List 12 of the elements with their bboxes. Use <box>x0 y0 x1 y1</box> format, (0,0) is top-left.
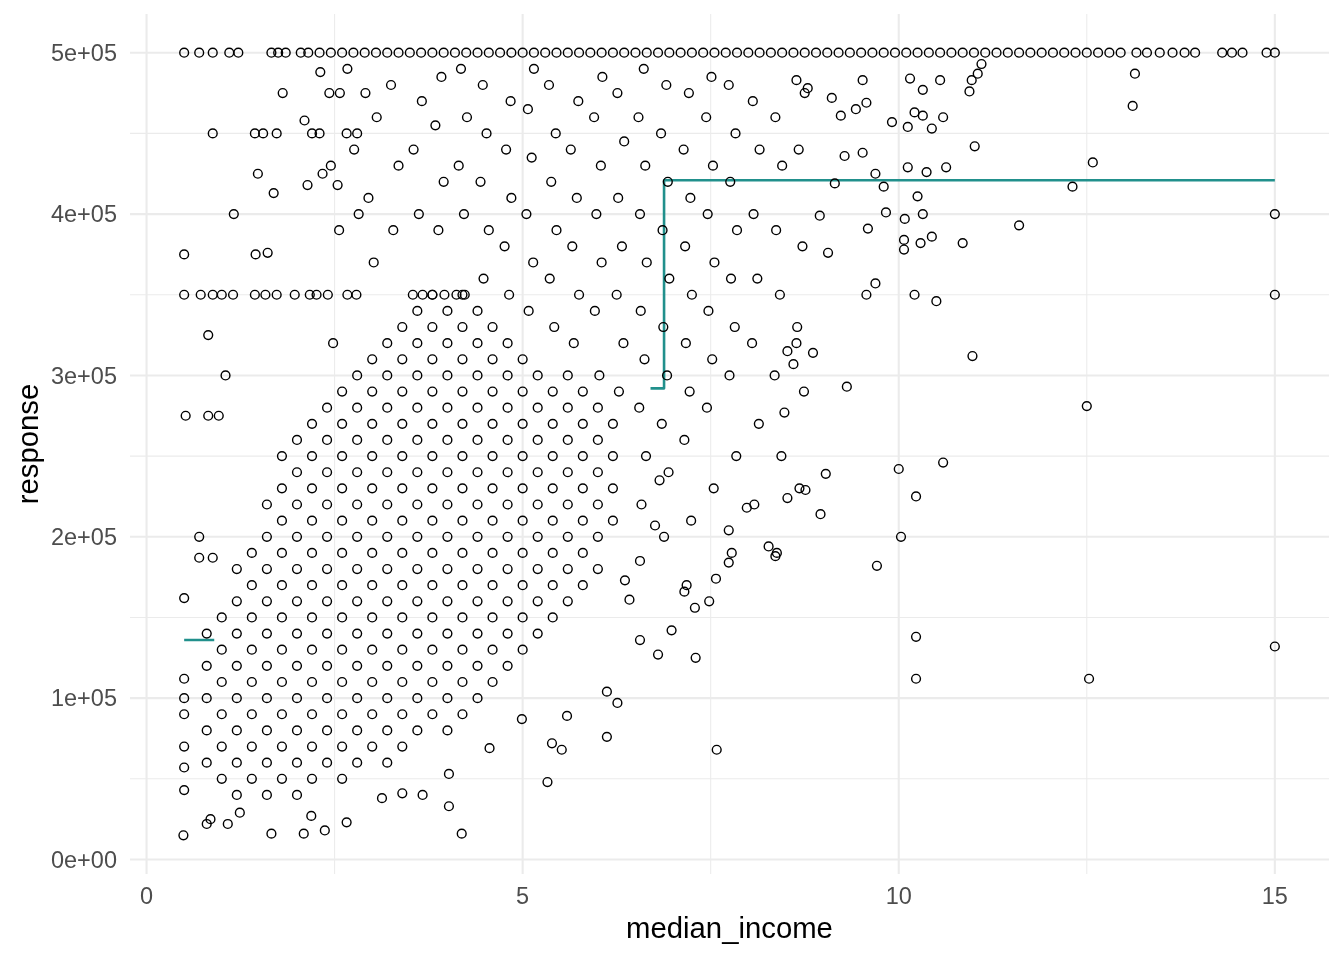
y-tick-label: 5e+05 <box>50 39 117 66</box>
x-axis-title: median_income <box>626 911 833 944</box>
y-tick-label: 4e+05 <box>50 201 117 228</box>
x-tick-label: 5 <box>516 883 530 909</box>
y-tick-label: 2e+05 <box>50 524 117 550</box>
x-tick-label: 10 <box>885 883 912 909</box>
y-tick-label: 1e+05 <box>50 685 117 712</box>
y-tick-label: 3e+05 <box>50 362 117 389</box>
x-tick-label: 0 <box>140 883 154 909</box>
y-tick-label: 0e+00 <box>50 846 117 873</box>
x-tick-label: 15 <box>1261 883 1288 909</box>
y-axis-title: response <box>11 383 44 505</box>
